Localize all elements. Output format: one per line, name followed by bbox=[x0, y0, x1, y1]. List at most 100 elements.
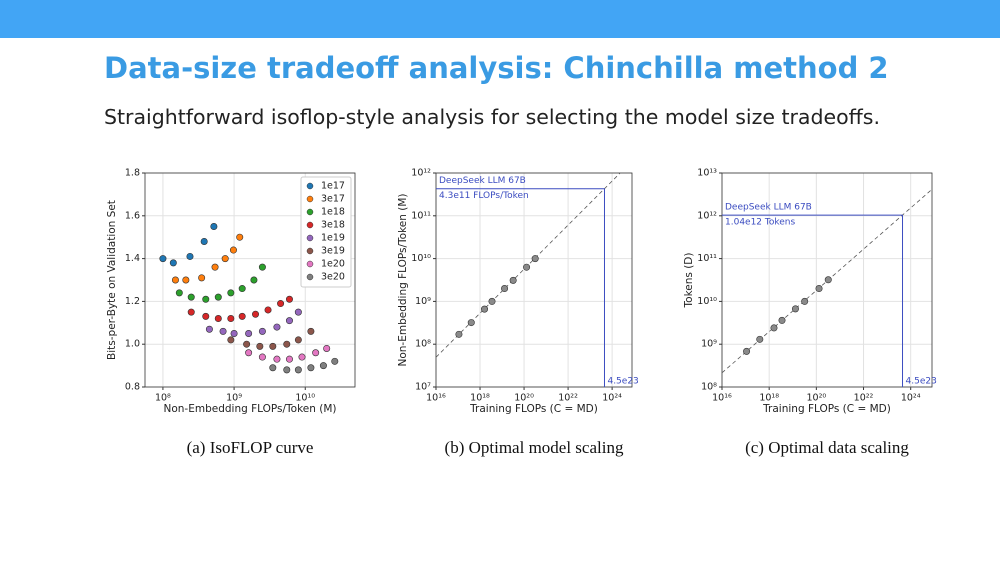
legend-swatch bbox=[306, 247, 314, 255]
point bbox=[815, 285, 823, 293]
point bbox=[256, 342, 264, 350]
point bbox=[245, 329, 253, 337]
annotation-label: DeepSeek LLM 67B bbox=[439, 176, 526, 186]
point bbox=[778, 316, 786, 324]
point bbox=[214, 293, 222, 301]
point bbox=[252, 310, 260, 318]
point bbox=[169, 259, 177, 267]
point bbox=[307, 364, 315, 372]
point bbox=[824, 276, 832, 284]
point bbox=[509, 276, 517, 284]
y-tick-label: 1.2 bbox=[125, 296, 140, 307]
point bbox=[283, 366, 291, 374]
x-tick-label: 10²⁴ bbox=[602, 393, 622, 404]
legend-label: 3e19 bbox=[321, 246, 345, 257]
legend-swatch bbox=[306, 273, 314, 281]
x-axis-label: Training FLOPs (C = MD) bbox=[762, 403, 891, 415]
y-axis-label: Tokens (D) bbox=[683, 253, 695, 309]
point bbox=[202, 295, 210, 303]
x-tick-label: 10¹⁶ bbox=[426, 393, 446, 404]
point bbox=[269, 364, 277, 372]
point bbox=[273, 323, 281, 331]
point bbox=[238, 312, 246, 320]
point bbox=[159, 255, 167, 263]
y-tick-label: 1.4 bbox=[125, 253, 140, 264]
plot-frame bbox=[435, 172, 633, 388]
legend-swatch bbox=[306, 182, 314, 190]
point bbox=[285, 317, 293, 325]
chart: 10⁸ 10⁹ 10¹⁰ 0.8 1.0 1.2 1.4 1.6 1.8 Non-Embeddin… bbox=[106, 168, 356, 457]
legend-swatch bbox=[306, 221, 314, 229]
fit-line bbox=[436, 173, 621, 358]
point bbox=[211, 263, 219, 271]
point bbox=[307, 327, 315, 335]
point bbox=[488, 297, 496, 305]
y-tick-label: 1.0 bbox=[125, 339, 140, 350]
point bbox=[312, 349, 320, 357]
y-tick-label: 10⁷ bbox=[415, 382, 431, 393]
point bbox=[187, 308, 195, 316]
point bbox=[501, 285, 509, 293]
legend-label: 3e20 bbox=[321, 272, 345, 283]
caption: (a) IsoFLOP curve bbox=[187, 438, 314, 457]
x-tick-label: 10¹⁰ bbox=[295, 393, 315, 404]
point bbox=[202, 312, 210, 320]
y-tick-label: 10⁸ bbox=[701, 382, 717, 393]
point bbox=[523, 263, 531, 271]
point bbox=[175, 289, 183, 297]
point bbox=[531, 255, 539, 263]
point bbox=[227, 315, 235, 323]
point bbox=[219, 327, 227, 335]
point bbox=[236, 233, 244, 241]
caption: (b) Optimal model scaling bbox=[445, 438, 624, 457]
chart: 10¹⁶ 10¹⁸ 10²⁰ 10²² 10²⁴ 10⁷ 10⁸ 10⁹ 10¹⁰ 10¹¹ 10¹… bbox=[397, 168, 639, 457]
point bbox=[298, 353, 306, 361]
point bbox=[258, 327, 266, 335]
point bbox=[182, 276, 190, 284]
point bbox=[229, 246, 237, 254]
annotation-x-label: 4.5e23 bbox=[906, 377, 937, 387]
point bbox=[791, 305, 799, 313]
point bbox=[221, 255, 229, 263]
point bbox=[210, 223, 218, 231]
point bbox=[198, 274, 206, 282]
point bbox=[481, 305, 489, 313]
point bbox=[285, 355, 293, 363]
y-tick-label: 10⁹ bbox=[701, 339, 717, 350]
point bbox=[186, 252, 194, 260]
x-tick-label: 10⁹ bbox=[226, 393, 242, 404]
y-tick-label: 1.6 bbox=[125, 210, 140, 221]
point bbox=[770, 324, 778, 332]
point bbox=[214, 315, 222, 323]
legend-swatch bbox=[306, 234, 314, 242]
legend-label: 1e18 bbox=[321, 207, 345, 218]
point bbox=[331, 357, 339, 365]
point bbox=[245, 349, 253, 357]
point bbox=[283, 340, 291, 348]
y-tick-label: 10¹³ bbox=[697, 168, 717, 179]
annotation-y-label: 1.04e12 Tokens bbox=[725, 218, 795, 228]
legend-label: 1e19 bbox=[321, 233, 345, 244]
point bbox=[171, 276, 179, 284]
point bbox=[467, 319, 475, 327]
point bbox=[319, 362, 327, 370]
legend-box bbox=[300, 176, 352, 288]
y-axis-label: Non-Embedding FLOPs/Token (M) bbox=[397, 193, 409, 366]
point bbox=[756, 335, 764, 343]
x-tick-label: 10²² bbox=[558, 393, 578, 404]
point bbox=[264, 306, 272, 314]
point bbox=[238, 285, 246, 293]
point bbox=[285, 295, 293, 303]
legend-label: 1e20 bbox=[321, 259, 345, 270]
plot-frame bbox=[721, 172, 933, 388]
y-tick-label: 10¹¹ bbox=[697, 253, 717, 264]
plot-frame bbox=[144, 172, 356, 388]
legend-swatch bbox=[306, 208, 314, 216]
x-tick-label: 10²⁰ bbox=[806, 393, 826, 404]
y-axis-label: Bits-per-Byte on Validation Set bbox=[106, 200, 118, 360]
point bbox=[243, 340, 251, 348]
y-tick-label: 10⁸ bbox=[415, 339, 431, 350]
point bbox=[230, 329, 238, 337]
x-tick-label: 10²⁰ bbox=[514, 393, 534, 404]
